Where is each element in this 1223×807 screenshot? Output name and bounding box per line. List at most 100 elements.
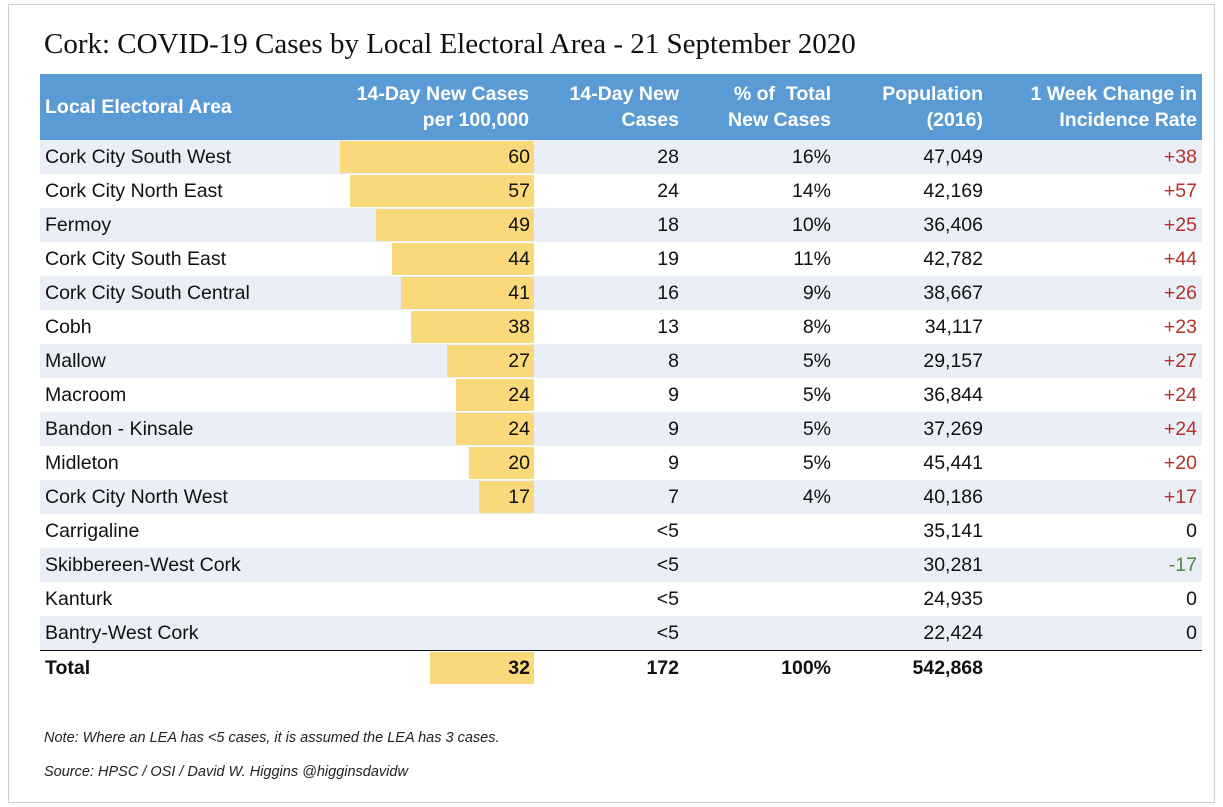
- cases-value: <5: [534, 616, 684, 651]
- rate-cell: 49: [336, 208, 534, 242]
- rate-bar: [479, 481, 534, 513]
- table-row: Midleton 20 9 5% 45,441 +20: [40, 446, 1202, 480]
- area-name: Mallow: [40, 344, 336, 378]
- area-name: Fermoy: [40, 208, 336, 242]
- header-pct: % of Total New Cases: [684, 74, 836, 140]
- total-cases: 172: [534, 650, 684, 685]
- population-value: 36,844: [836, 378, 988, 412]
- rate-cell: 24: [336, 378, 534, 412]
- rate-bar: [411, 311, 534, 343]
- area-name: Midleton: [40, 446, 336, 480]
- cases-value: 9: [534, 446, 684, 480]
- header-population: Population (2016): [836, 74, 988, 140]
- cases-value: 18: [534, 208, 684, 242]
- change-value: +20: [988, 446, 1202, 480]
- header-cases: 14-Day New Cases: [534, 74, 684, 140]
- table-row: Cork City South East 44 19 11% 42,782 +44: [40, 242, 1202, 276]
- area-name: Bantry-West Cork: [40, 616, 336, 651]
- change-value: +24: [988, 412, 1202, 446]
- rate-value: 24: [508, 384, 530, 406]
- change-value: +25: [988, 208, 1202, 242]
- rate-cell: 17: [336, 480, 534, 514]
- table-row: Bandon - Kinsale 24 9 5% 37,269 +24: [40, 412, 1202, 446]
- table-row: Skibbereen-West Cork <5 30,281 -17: [40, 548, 1202, 582]
- rate-value: 27: [508, 350, 530, 372]
- footnote: Note: Where an LEA has <5 cases, it is a…: [44, 730, 500, 746]
- population-value: 42,782: [836, 242, 988, 276]
- total-rate-bar: [430, 652, 534, 684]
- table-row: Bantry-West Cork <5 22,424 0: [40, 616, 1202, 651]
- rate-bar: [392, 243, 534, 275]
- pct-value: [684, 514, 836, 548]
- area-name: Cork City North West: [40, 480, 336, 514]
- rate-value: 49: [508, 214, 530, 236]
- pct-value: 16%: [684, 140, 836, 174]
- change-value: 0: [988, 616, 1202, 651]
- cases-value: 24: [534, 174, 684, 208]
- population-value: 36,406: [836, 208, 988, 242]
- rate-value: 38: [508, 316, 530, 338]
- cases-value: 8: [534, 344, 684, 378]
- population-value: 40,186: [836, 480, 988, 514]
- rate-bar: [447, 345, 534, 377]
- rate-bar: [456, 413, 534, 445]
- cases-value: 16: [534, 276, 684, 310]
- area-name: Cork City South West: [40, 140, 336, 174]
- pct-value: 10%: [684, 208, 836, 242]
- table-row: Macroom 24 9 5% 36,844 +24: [40, 378, 1202, 412]
- change-value: +26: [988, 276, 1202, 310]
- total-pct: 100%: [684, 650, 836, 685]
- table-row: Cobh 38 13 8% 34,117 +23: [40, 310, 1202, 344]
- header-rate: 14-Day New Cases per 100,000: [336, 74, 534, 140]
- pct-value: 11%: [684, 242, 836, 276]
- cases-value: 28: [534, 140, 684, 174]
- pct-value: 9%: [684, 276, 836, 310]
- population-value: 42,169: [836, 174, 988, 208]
- rate-cell: 24: [336, 412, 534, 446]
- rate-value: 24: [508, 418, 530, 440]
- area-name: Macroom: [40, 378, 336, 412]
- area-name: Cobh: [40, 310, 336, 344]
- rate-cell: [336, 616, 534, 651]
- area-name: Cork City North East: [40, 174, 336, 208]
- change-value: +38: [988, 140, 1202, 174]
- change-value: +44: [988, 242, 1202, 276]
- population-value: 24,935: [836, 582, 988, 616]
- area-name: Cork City South East: [40, 242, 336, 276]
- total-row: Total 32 172 100% 542,868: [40, 650, 1202, 685]
- rate-cell: 60: [336, 140, 534, 174]
- pct-value: 5%: [684, 446, 836, 480]
- rate-value: 44: [508, 248, 530, 270]
- table-row: Cork City South West 60 28 16% 47,049 +38: [40, 140, 1202, 174]
- population-value: 30,281: [836, 548, 988, 582]
- table-row: Cork City South Central 41 16 9% 38,667 +26: [40, 276, 1202, 310]
- area-name: Cork City South Central: [40, 276, 336, 310]
- rate-cell: 38: [336, 310, 534, 344]
- change-value: +17: [988, 480, 1202, 514]
- change-value: +57: [988, 174, 1202, 208]
- cases-value: 19: [534, 242, 684, 276]
- rate-value: 41: [508, 282, 530, 304]
- population-value: 38,667: [836, 276, 988, 310]
- change-value: 0: [988, 582, 1202, 616]
- population-value: 45,441: [836, 446, 988, 480]
- rate-value: 57: [508, 180, 530, 202]
- population-value: 35,141: [836, 514, 988, 548]
- total-population: 542,868: [836, 650, 988, 685]
- pct-value: [684, 582, 836, 616]
- area-name: Kanturk: [40, 582, 336, 616]
- rate-value: 17: [508, 486, 530, 508]
- table-row: Carrigaline <5 35,141 0: [40, 514, 1202, 548]
- rate-bar: [350, 175, 534, 207]
- cases-value: <5: [534, 514, 684, 548]
- cases-value: 9: [534, 378, 684, 412]
- table-row: Mallow 27 8 5% 29,157 +27: [40, 344, 1202, 378]
- total-label: Total: [40, 650, 336, 685]
- change-value: 0: [988, 514, 1202, 548]
- rate-bar: [340, 141, 534, 173]
- rate-cell: 44: [336, 242, 534, 276]
- pct-value: 5%: [684, 412, 836, 446]
- population-value: 29,157: [836, 344, 988, 378]
- area-name: Carrigaline: [40, 514, 336, 548]
- table-row: Kanturk <5 24,935 0: [40, 582, 1202, 616]
